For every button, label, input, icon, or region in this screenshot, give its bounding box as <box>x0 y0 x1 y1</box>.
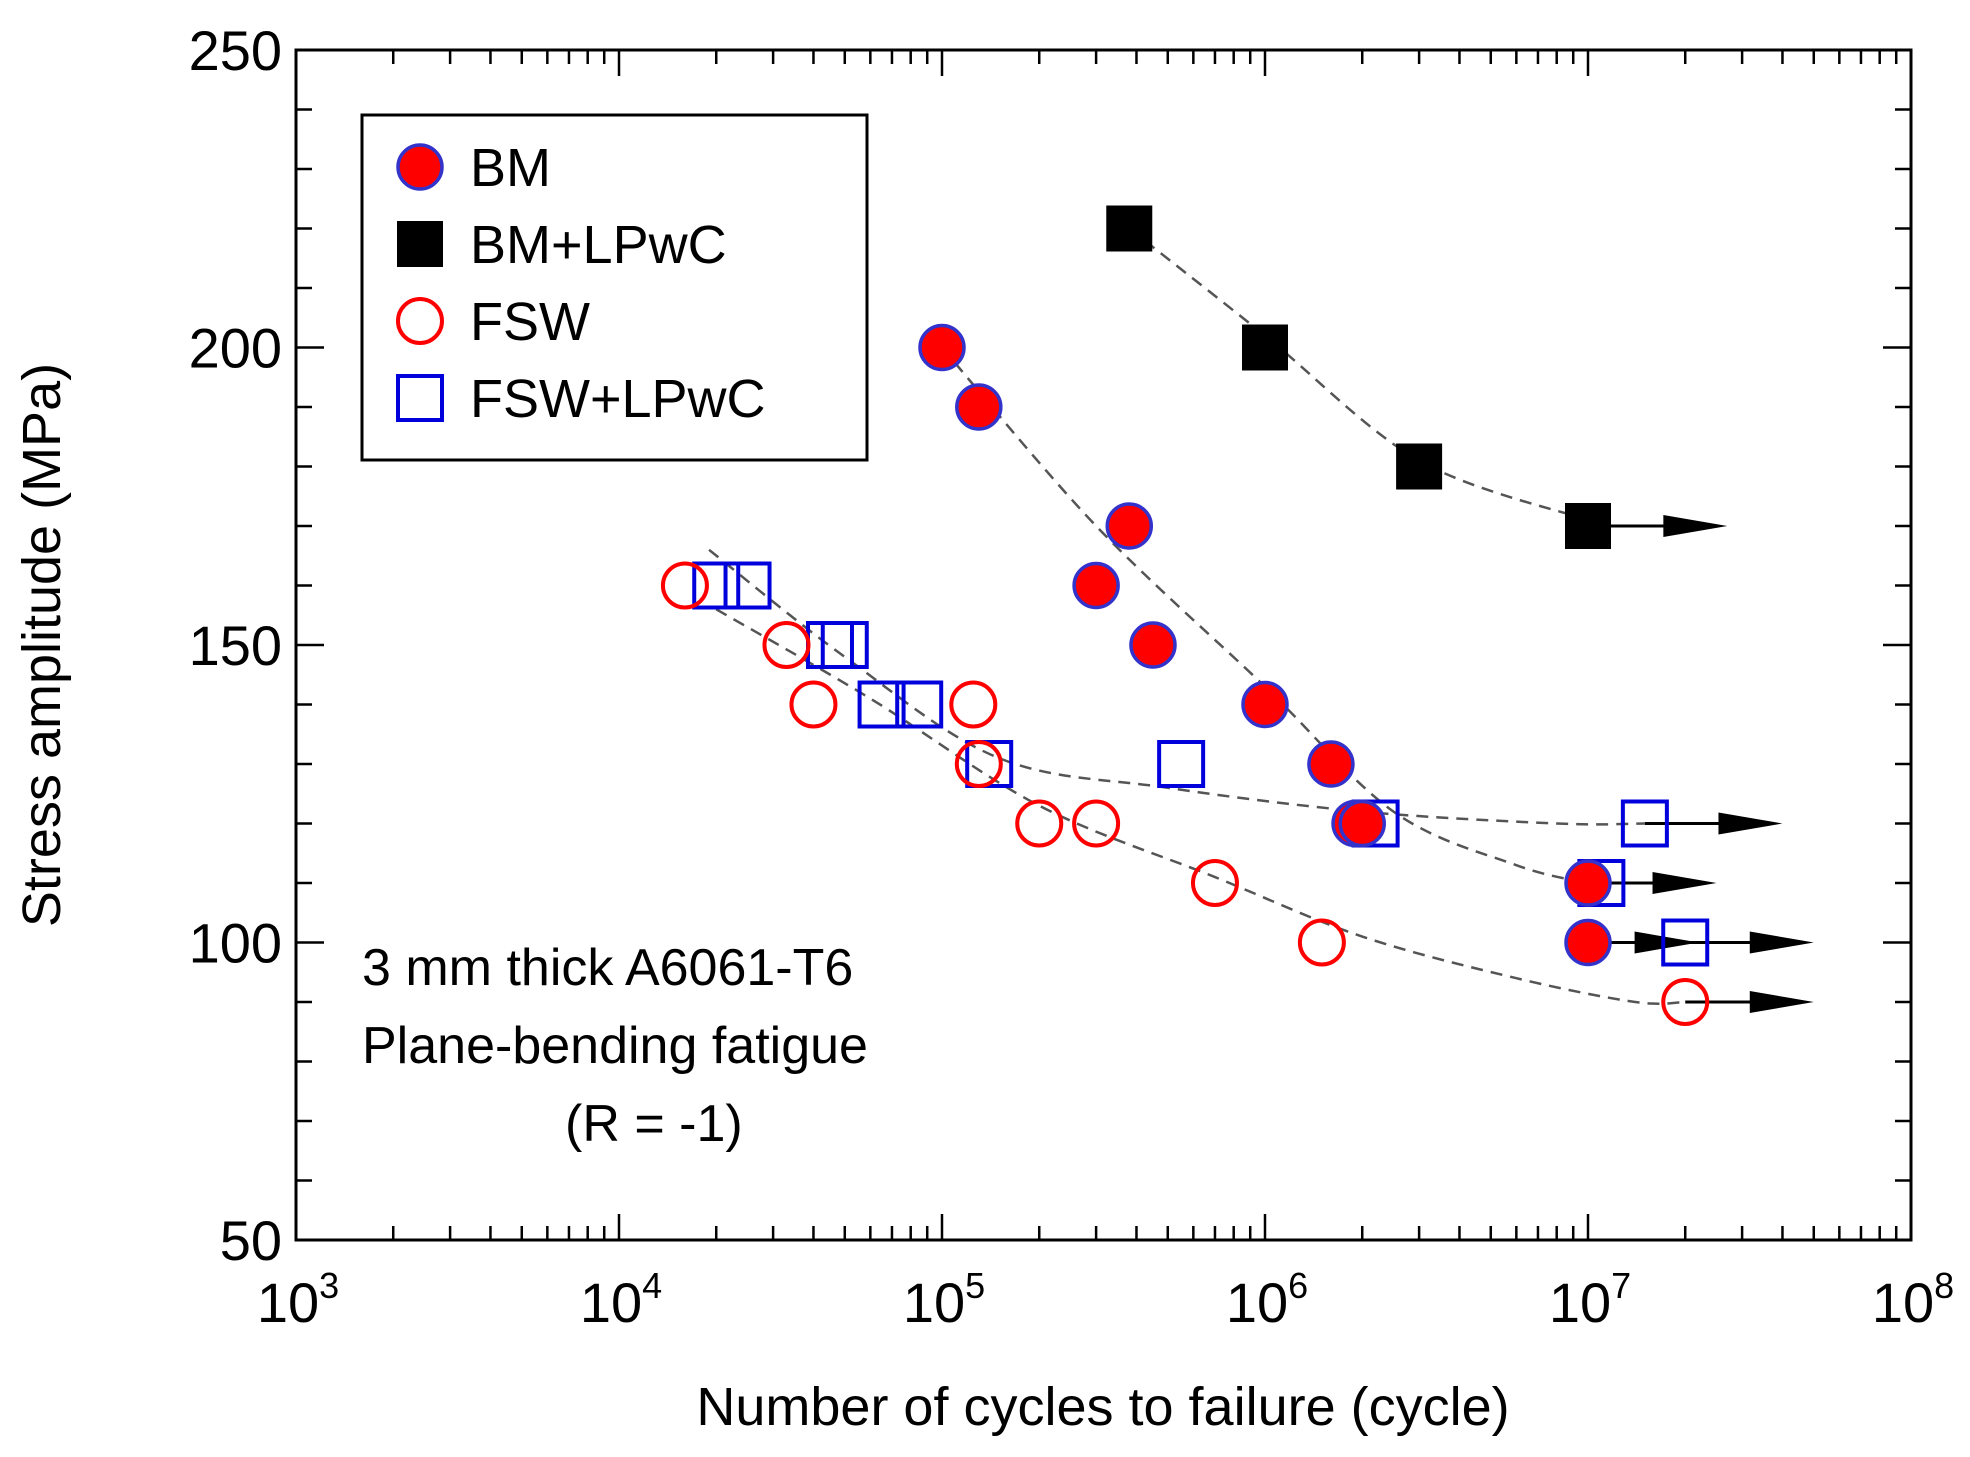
legend-marker <box>397 221 443 267</box>
series-bm <box>918 323 1612 967</box>
data-point <box>1072 799 1121 848</box>
legend-item: BM+LPwC <box>397 215 727 275</box>
data-point <box>895 680 944 729</box>
y-tick-label: 100 <box>189 912 282 975</box>
data-point <box>949 680 998 729</box>
y-axis-label: Stress amplitude (MPa) <box>12 363 72 927</box>
data-point <box>1620 799 1669 848</box>
data-point <box>1396 443 1443 490</box>
legend-label: FSW <box>470 292 590 352</box>
trend-line-fsw <box>715 608 1686 1005</box>
x-tick-labels: 103 104 105 106 107 108 <box>257 1265 1954 1334</box>
x-tick-label: 105 <box>903 1265 985 1334</box>
legend-item: FSW+LPwC <box>396 369 766 429</box>
legend-item: FSW <box>396 292 590 352</box>
legend-box <box>360 113 869 462</box>
data-point <box>1157 740 1206 788</box>
data-point <box>1015 799 1064 848</box>
data-point <box>954 740 1003 788</box>
data-point <box>762 621 811 669</box>
legend-marker <box>396 297 444 345</box>
data-point <box>1338 799 1386 848</box>
x-tick-label: 108 <box>1872 1265 1954 1334</box>
data-point <box>1661 918 1710 967</box>
data-point <box>1072 561 1120 610</box>
data-point <box>955 383 1003 431</box>
data-point <box>965 740 1014 788</box>
series-bm-lpwc <box>1106 205 1611 549</box>
data-point <box>692 561 741 610</box>
legend-label: FSW+LPwC <box>470 369 766 429</box>
y-tick-labels: 50 100 150 200 250 <box>189 19 282 1272</box>
runout-arrows <box>1588 515 1814 1013</box>
data-point <box>1105 502 1154 550</box>
data-point <box>1241 680 1289 729</box>
data-point <box>660 561 709 610</box>
y-tick-label: 200 <box>189 317 282 380</box>
data-point <box>857 680 906 729</box>
data-point <box>1190 859 1239 907</box>
data-point <box>1297 918 1346 967</box>
annotation: 3 mm thick A6061-T6 Plane-bending fatigu… <box>362 939 868 1153</box>
annotation-line-3: (R = -1) <box>565 1095 743 1153</box>
data-point <box>1307 740 1355 788</box>
x-axis-label: Number of cycles to failure (cycle) <box>696 1377 1509 1437</box>
x-tick-label: 104 <box>580 1265 662 1334</box>
legend-item: BM <box>396 138 551 198</box>
annotation-line-2: Plane-bending fatigue <box>362 1017 868 1075</box>
runout-arrow <box>1685 991 1814 1013</box>
x-tick-label: 106 <box>1226 1265 1308 1334</box>
y-tick-label: 150 <box>189 614 282 677</box>
axis-ticks <box>294 48 1911 1242</box>
data-point <box>1242 324 1288 371</box>
data-point <box>1564 859 1612 907</box>
data-point <box>1564 918 1612 967</box>
x-tick-label: 103 <box>257 1265 339 1334</box>
legend-label: BM <box>470 138 551 198</box>
data-point <box>1106 205 1153 252</box>
runout-arrow <box>1644 812 1783 835</box>
legend-label: BM+LPwC <box>470 215 727 275</box>
data-point <box>1129 621 1177 669</box>
runout-arrow <box>1685 931 1814 954</box>
y-tick-label: 50 <box>220 1209 282 1272</box>
trend-line-bm-lpwc <box>1128 227 1589 522</box>
plot-frame <box>294 48 1913 1242</box>
data-point <box>918 323 966 372</box>
legend-marker <box>396 143 444 191</box>
annotation-line-1: 3 mm thick A6061-T6 <box>362 939 853 997</box>
legend: BM BM+LPwC FSW FSW+LPwC <box>360 113 869 462</box>
series-fsw <box>660 561 1710 1026</box>
data-point <box>820 621 869 669</box>
x-tick-label: 107 <box>1549 1265 1631 1334</box>
data-point <box>723 561 772 610</box>
data-point <box>1661 978 1710 1026</box>
data-markers <box>660 205 1710 1026</box>
y-tick-label: 250 <box>189 19 282 82</box>
data-point <box>1565 503 1611 549</box>
data-point <box>789 680 838 729</box>
legend-marker <box>396 374 444 422</box>
